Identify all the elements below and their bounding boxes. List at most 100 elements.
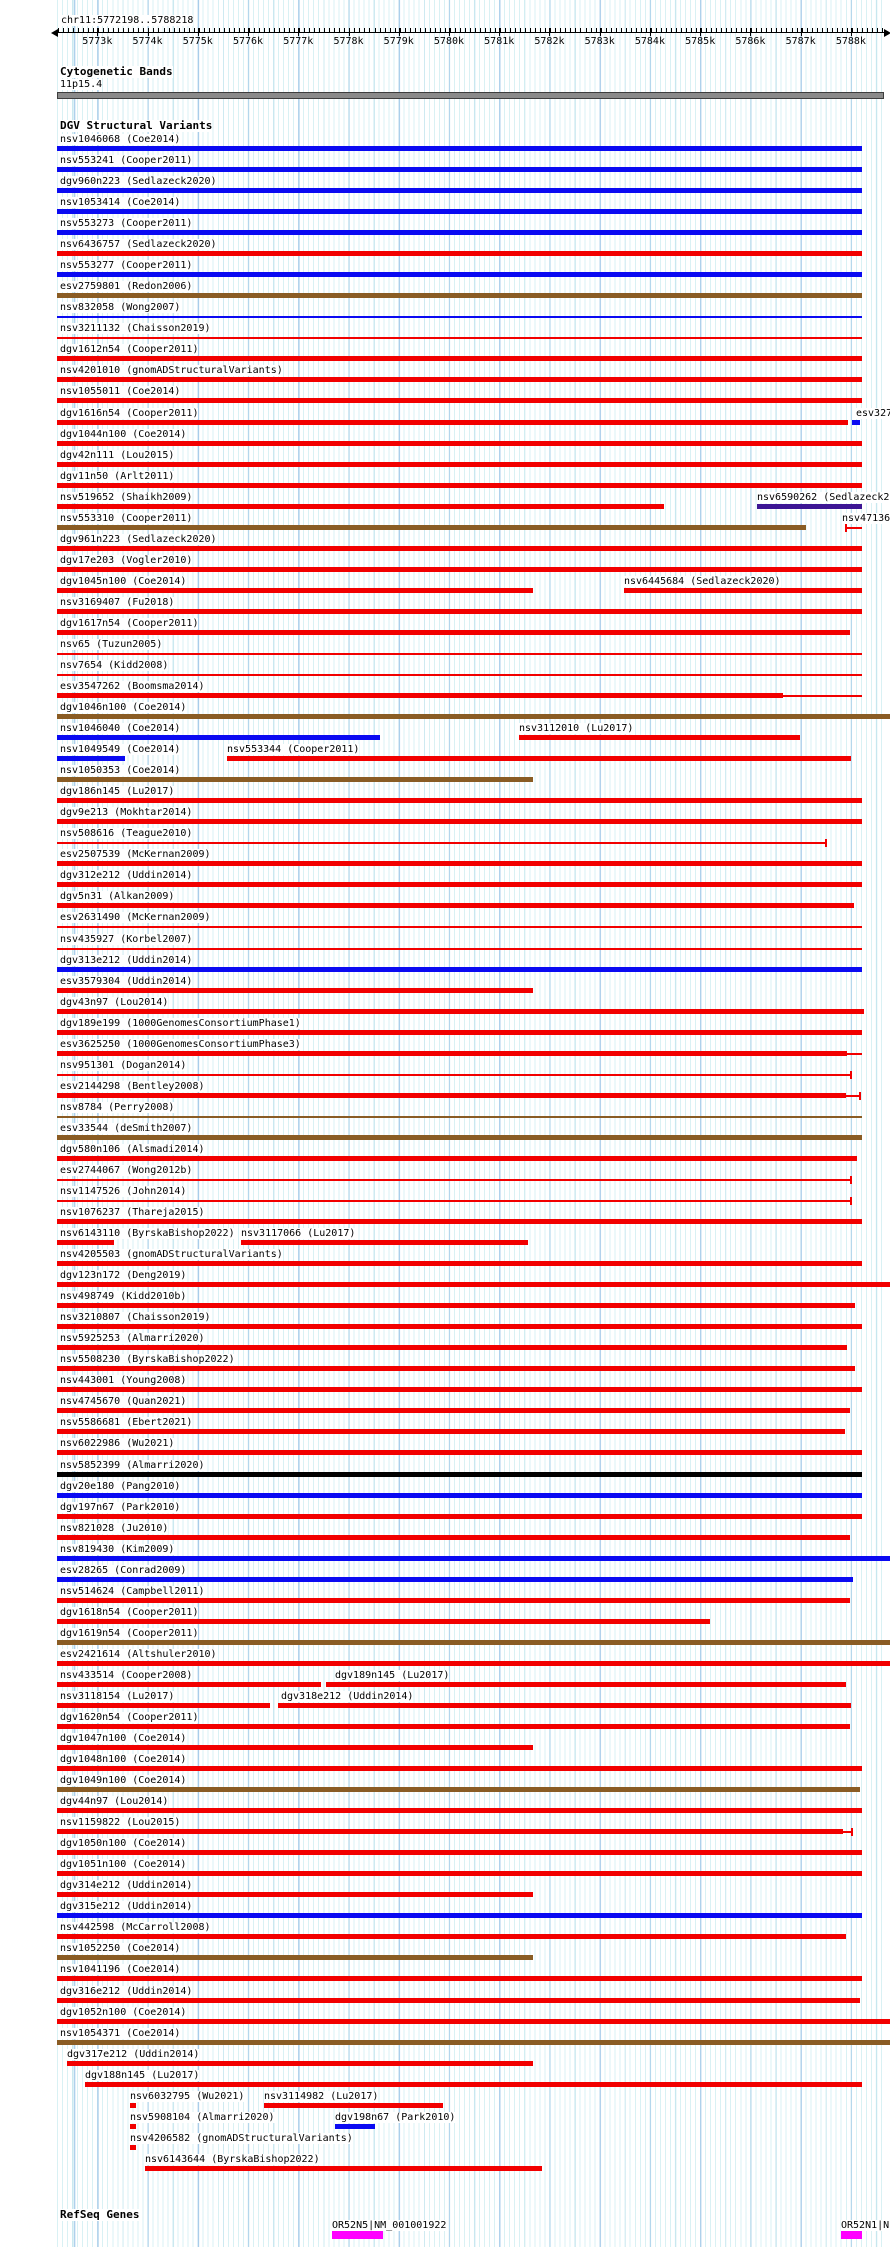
variant-bar[interactable] [57, 167, 862, 172]
variant-bar[interactable] [57, 1240, 114, 1245]
variant-bar[interactable] [57, 798, 862, 803]
variant-label[interactable]: dgv11n50 (Arlt2011) [60, 471, 175, 482]
variant-bar[interactable] [335, 2124, 375, 2129]
variant-bar[interactable] [852, 420, 860, 425]
variant-bar[interactable] [57, 1871, 862, 1876]
variant-label[interactable]: esv2507539 (McKernan2009) [60, 849, 211, 860]
variant-label[interactable]: nsv5908104 (Almarri2020) [130, 2112, 275, 2123]
variant-label[interactable]: nsv6436757 (Sedlazeck2020) [60, 239, 217, 250]
variant-bar[interactable] [57, 1366, 855, 1371]
variant-bar[interactable] [57, 1703, 270, 1708]
variant-label[interactable]: nsv1046068 (Coe2014) [60, 134, 181, 145]
variant-bar[interactable] [57, 525, 806, 530]
variant-label[interactable]: nsv3210807 (Chaisson2019) [60, 1312, 211, 1323]
variant-label[interactable]: nsv3169407 (Fu2018) [60, 597, 175, 608]
variant-bar[interactable] [57, 1493, 862, 1498]
variant-label[interactable]: esv2744067 (Wong2012b) [60, 1165, 193, 1176]
variant-label[interactable]: dgv313e212 (Uddin2014) [60, 955, 193, 966]
variant-bar[interactable] [57, 1850, 862, 1855]
variant-bar[interactable] [57, 777, 533, 782]
variant-label[interactable]: nsv1055011 (Coe2014) [60, 386, 181, 397]
variant-bar[interactable] [57, 1345, 847, 1350]
variant-bar[interactable] [57, 483, 862, 488]
variant-label[interactable]: dgv17e203 (Vogler2010) [60, 555, 193, 566]
variant-label[interactable]: nsv832058 (Wong2007) [60, 302, 181, 313]
variant-label[interactable]: nsv3211132 (Chaisson2019) [60, 323, 211, 334]
variant-bar[interactable] [57, 1135, 862, 1140]
variant-bar[interactable] [845, 527, 862, 529]
variant-label[interactable]: nsv433514 (Cooper2008) [60, 1670, 193, 1681]
variant-label[interactable]: nsv553344 (Cooper2011) [227, 744, 360, 755]
variant-bar[interactable] [57, 967, 862, 972]
variant-bar[interactable] [57, 693, 783, 698]
variant-bar[interactable] [57, 714, 890, 719]
variant-bar[interactable] [57, 1976, 862, 1981]
variant-label[interactable]: dgv318e212 (Uddin2014) [281, 1691, 414, 1702]
variant-bar[interactable] [57, 337, 862, 339]
variant-label[interactable]: nsv1159822 (Lou2015) [60, 1817, 181, 1828]
variant-bar[interactable] [57, 819, 862, 824]
variant-label[interactable]: dgv1046n100 (Coe2014) [60, 702, 187, 713]
variant-bar[interactable] [57, 1955, 533, 1960]
variant-bar[interactable] [57, 1074, 851, 1076]
variant-label[interactable]: dgv1612n54 (Cooper2011) [60, 344, 199, 355]
variant-label[interactable]: nsv6143110 (ByrskaBishop2022) [60, 1228, 235, 1239]
variant-label[interactable]: esv33544 (deSmith2007) [60, 1123, 193, 1134]
variant-label[interactable]: nsv498749 (Kidd2010b) [60, 1291, 187, 1302]
variant-label[interactable]: dgv1045n100 (Coe2014) [60, 576, 187, 587]
variant-bar[interactable] [57, 272, 862, 277]
variant-label[interactable]: nsv1046040 (Coe2014) [60, 723, 181, 734]
variant-bar[interactable] [57, 1450, 862, 1455]
variant-bar[interactable] [57, 398, 862, 403]
variant-bar[interactable] [57, 1219, 862, 1224]
variant-bar[interactable] [130, 2124, 136, 2129]
variant-bar[interactable] [624, 588, 862, 593]
variant-bar[interactable] [57, 948, 862, 950]
variant-label[interactable]: dgv188n145 (Lu2017) [85, 2070, 200, 2081]
variant-label[interactable]: esv2144298 (Bentley2008) [60, 1081, 205, 1092]
variant-label[interactable]: dgv1047n100 (Coe2014) [60, 1733, 187, 1744]
variant-label[interactable]: esv3579304 (Uddin2014) [60, 976, 193, 987]
variant-label[interactable]: dgv9e213 (Mokhtar2014) [60, 807, 193, 818]
variant-bar[interactable] [57, 1408, 850, 1413]
variant-bar[interactable] [57, 1156, 857, 1161]
variant-label[interactable]: nsv1052250 (Coe2014) [60, 1943, 181, 1954]
variant-label[interactable]: dgv1050n100 (Coe2014) [60, 1838, 187, 1849]
variant-label[interactable]: esv3625250 (1000GenomesConsortiumPhase3) [60, 1039, 301, 1050]
variant-bar[interactable] [57, 420, 848, 425]
variant-label[interactable]: dgv314e212 (Uddin2014) [60, 1880, 193, 1891]
variant-label[interactable]: dgv1617n54 (Cooper2011) [60, 618, 199, 629]
variant-bar[interactable] [145, 2166, 542, 2171]
variant-label[interactable]: dgv189e199 (1000GenomesConsortiumPhase1) [60, 1018, 301, 1029]
variant-label[interactable]: nsv3114982 (Lu2017) [264, 2091, 379, 2102]
variant-label[interactable]: nsv4206582 (gnomADStructuralVariants) [130, 2133, 353, 2144]
variant-label[interactable]: dgv197n67 (Park2010) [60, 1502, 181, 1513]
variant-label[interactable]: nsv6022986 (Wu2021) [60, 1438, 175, 1449]
variant-bar[interactable] [57, 2019, 890, 2024]
variant-bar[interactable] [57, 588, 533, 593]
variant-label[interactable]: nsv553241 (Cooper2011) [60, 155, 193, 166]
variant-label[interactable]: nsv3117066 (Lu2017) [241, 1228, 356, 1239]
variant-bar[interactable] [843, 1831, 852, 1833]
variant-label[interactable]: dgv1052n100 (Coe2014) [60, 2007, 187, 2018]
variant-label[interactable]: dgv315e212 (Uddin2014) [60, 1901, 193, 1912]
variant-bar[interactable] [57, 1577, 853, 1582]
variant-label[interactable]: esv327 [856, 408, 890, 419]
variant-bar[interactable] [326, 1682, 846, 1687]
variant-label[interactable]: nsv553277 (Cooper2011) [60, 260, 193, 271]
variant-label[interactable]: nsv1076237 (Thareja2015) [60, 1207, 205, 1218]
variant-label[interactable]: dgv1616n54 (Cooper2011) [60, 408, 199, 419]
variant-bar[interactable] [57, 1640, 890, 1645]
variant-label[interactable]: esv28265 (Conrad2009) [60, 1565, 187, 1576]
variant-label[interactable]: dgv198n67 (Park2010) [335, 2112, 456, 2123]
variant-label[interactable]: nsv553273 (Cooper2011) [60, 218, 193, 229]
variant-bar[interactable] [57, 1472, 862, 1477]
variant-bar[interactable] [57, 842, 826, 844]
variant-label[interactable]: dgv1051n100 (Coe2014) [60, 1859, 187, 1870]
variant-bar[interactable] [57, 1661, 890, 1666]
variant-label[interactable]: nsv514624 (Campbell2011) [60, 1586, 205, 1597]
variant-label[interactable]: dgv317e212 (Uddin2014) [67, 2049, 200, 2060]
variant-label[interactable]: nsv4745670 (Quan2021) [60, 1396, 187, 1407]
variant-label[interactable]: dgv42n111 (Lou2015) [60, 450, 175, 461]
variant-bar[interactable] [57, 546, 862, 551]
